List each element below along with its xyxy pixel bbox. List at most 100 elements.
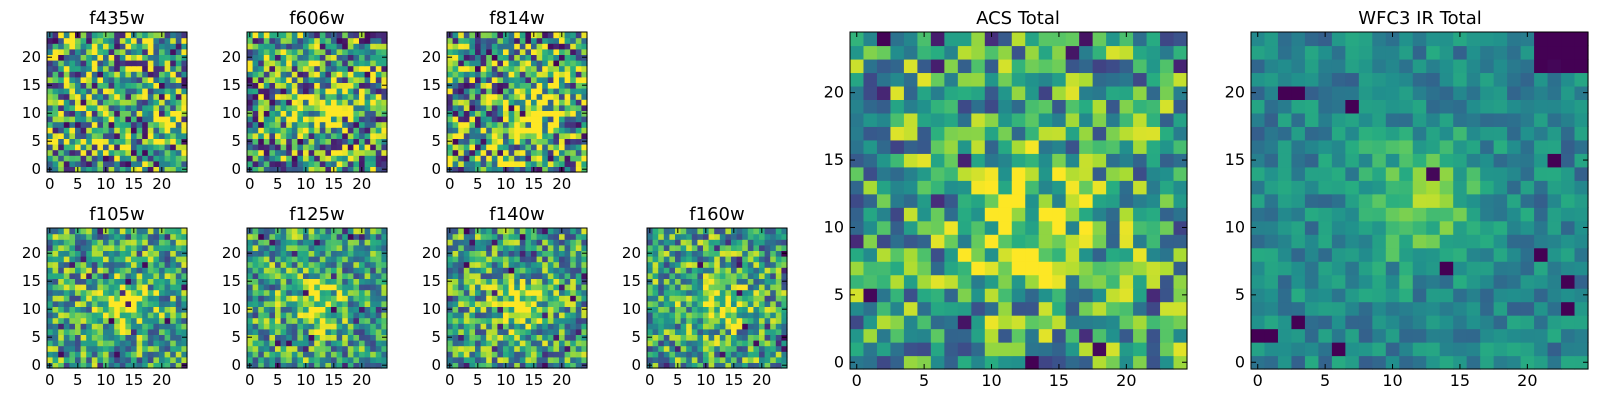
heatmap-cell — [669, 295, 676, 302]
heatmap-cell — [153, 284, 160, 291]
heatmap-cell — [359, 351, 366, 358]
heatmap-cell — [181, 99, 188, 106]
heatmap-cell — [114, 155, 121, 162]
heatmap-cell — [142, 328, 149, 335]
heatmap-cell — [119, 256, 126, 263]
heatmap-cell — [170, 32, 177, 39]
heatmap-cell — [52, 289, 59, 296]
heatmap-cell — [125, 323, 132, 330]
heatmap-cell — [731, 239, 738, 246]
heatmap-cell — [325, 93, 332, 100]
heatmap-cell — [131, 110, 138, 117]
heatmap-cell — [147, 138, 154, 145]
heatmap-cell — [125, 144, 132, 151]
heatmap-cell — [775, 244, 782, 251]
heatmap-cell — [336, 312, 343, 319]
heatmap-cell — [850, 166, 865, 181]
heatmap-cell — [519, 110, 526, 117]
heatmap-cell — [181, 37, 188, 44]
heatmap-cell — [286, 116, 293, 123]
heatmap-cell — [753, 289, 760, 296]
heatmap-cell — [97, 127, 104, 134]
heatmap-cell — [691, 278, 698, 285]
heatmap-cell — [514, 104, 521, 111]
heatmap-cell — [86, 289, 93, 296]
y-tick-label: 15 — [422, 272, 441, 290]
heatmap-cell — [850, 301, 865, 316]
heatmap-cell — [258, 166, 265, 173]
heatmap-cell — [686, 295, 693, 302]
heatmap-cell — [269, 155, 276, 162]
heatmap-cell — [581, 328, 588, 335]
heatmap-cell — [325, 76, 332, 83]
heatmap-cell — [142, 261, 149, 268]
heatmap-cell — [286, 261, 293, 268]
heatmap-cell — [491, 356, 498, 363]
heatmap-cell — [764, 250, 771, 257]
heatmap-cell — [519, 272, 526, 279]
heatmap-cell — [58, 166, 65, 173]
heatmap-cell — [325, 334, 332, 341]
heatmap-cell — [108, 306, 115, 313]
heatmap-cell — [480, 88, 487, 95]
heatmap-cell — [58, 76, 65, 83]
heatmap-cell — [519, 306, 526, 313]
heatmap-cell — [47, 93, 54, 100]
heatmap-cell — [159, 340, 166, 347]
heatmap-cell — [714, 300, 721, 307]
heatmap-cell — [63, 166, 70, 173]
heatmap-cell — [336, 82, 343, 89]
heatmap-cell — [364, 99, 371, 106]
heatmap-cell — [308, 244, 315, 251]
heatmap-cell — [291, 76, 298, 83]
heatmap-cell — [944, 180, 959, 195]
heatmap-cell — [119, 166, 126, 173]
heatmap-cell — [297, 284, 304, 291]
heatmap-cell — [491, 312, 498, 319]
heatmap-cell — [890, 342, 905, 357]
heatmap-cell — [1038, 234, 1053, 249]
heatmap-cell — [252, 43, 259, 50]
heatmap-cell — [469, 233, 476, 240]
heatmap-cell — [291, 289, 298, 296]
heatmap-cell — [971, 234, 986, 249]
heatmap-cell — [514, 272, 521, 279]
heatmap-cell — [542, 323, 549, 330]
heatmap-cell — [303, 317, 310, 324]
heatmap-cell — [291, 121, 298, 128]
heatmap-cell — [331, 138, 338, 145]
heatmap-cell — [480, 278, 487, 285]
heatmap-cell — [269, 166, 276, 173]
heatmap-cell — [463, 284, 470, 291]
heatmap-cell — [175, 306, 182, 313]
heatmap-cell — [559, 284, 566, 291]
heatmap-cell — [497, 110, 504, 117]
heatmap-cell — [753, 312, 760, 319]
heatmap-cell — [525, 340, 532, 347]
heatmap-cell — [108, 317, 115, 324]
heatmap-cell — [553, 261, 560, 268]
heatmap-cell — [336, 60, 343, 67]
heatmap-cell — [531, 48, 538, 55]
heatmap-cell — [347, 239, 354, 246]
heatmap-cell — [147, 272, 154, 279]
heatmap-cell — [175, 121, 182, 128]
heatmap-cell — [917, 207, 932, 222]
heatmap-cell — [325, 54, 332, 61]
heatmap-cell — [463, 37, 470, 44]
heatmap-cell — [297, 127, 304, 134]
heatmap-cell — [536, 138, 543, 145]
heatmap-cell — [731, 267, 738, 274]
heatmap-cell — [119, 60, 126, 67]
heatmap-cell — [759, 256, 766, 263]
y-tick-label: 15 — [22, 76, 41, 94]
y-tick-label: 20 — [222, 244, 241, 262]
heatmap-cell — [553, 88, 560, 95]
heatmap-cell — [731, 328, 738, 335]
heatmap-cell — [719, 295, 726, 302]
heatmap-cell — [669, 244, 676, 251]
heatmap-cell — [375, 351, 382, 358]
heatmap-cell — [147, 116, 154, 123]
heatmap-cell — [1119, 220, 1134, 235]
heatmap-cell — [153, 71, 160, 78]
